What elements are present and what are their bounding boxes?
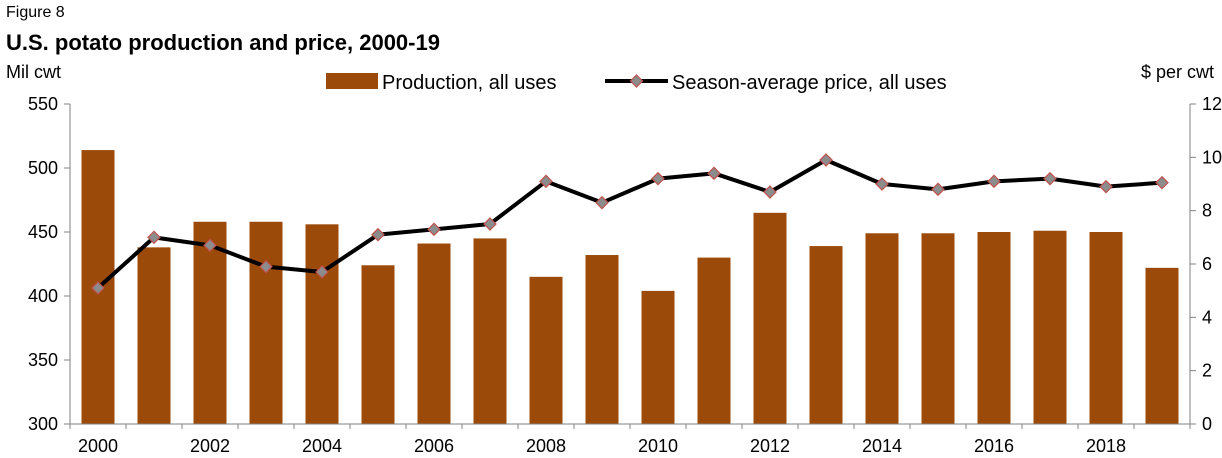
production-bar (865, 233, 899, 424)
right-tick-label: 4 (1202, 307, 1212, 327)
production-bar (137, 247, 171, 424)
production-bar (361, 265, 395, 424)
production-bar (417, 243, 451, 424)
chart-title: U.S. potato production and price, 2000-1… (6, 30, 440, 55)
price-point-marker (315, 265, 329, 279)
right-tick-label: 6 (1202, 254, 1212, 274)
x-tick-label: 2016 (974, 436, 1014, 456)
production-bar (809, 246, 843, 424)
left-axis-unit: Mil cwt (6, 62, 61, 82)
left-tick-label: 550 (28, 94, 58, 114)
price-point-marker (371, 227, 385, 242)
production-bar (921, 233, 955, 424)
price-point-marker (1155, 175, 1169, 190)
price-point-marker (595, 195, 609, 210)
x-tick-label: 2012 (750, 436, 790, 456)
price-point-marker (763, 185, 777, 199)
x-tick-label: 2002 (190, 436, 230, 456)
price-series-line (96, 158, 1163, 290)
legend-production-swatch (326, 73, 378, 89)
production-bar (305, 224, 339, 424)
price-point-marker (483, 217, 497, 231)
price-point-marker (819, 153, 833, 167)
production-bar (1089, 232, 1123, 424)
price-point-marker (147, 230, 161, 245)
x-tick-label: 2010 (638, 436, 678, 456)
right-axis-unit: $ per cwt (1140, 62, 1214, 82)
price-point-marker (203, 238, 217, 253)
price-point-marker (91, 281, 105, 295)
production-bar (1033, 230, 1067, 424)
x-tick-label: 2014 (862, 436, 902, 456)
legend-price-label: Season-average price, all uses (672, 72, 947, 94)
right-tick-label: 12 (1202, 94, 1222, 114)
figure-label: Figure 8 (6, 4, 65, 21)
left-tick-label: 300 (28, 414, 58, 434)
legend-production-label: Production, all uses (382, 72, 557, 94)
price-line (91, 153, 1169, 295)
production-bar (473, 238, 507, 424)
left-tick-label: 450 (28, 222, 58, 242)
x-tick-label: 2008 (526, 436, 566, 456)
price-point-marker (1099, 179, 1113, 194)
production-bar (977, 232, 1011, 424)
price-point-marker (1043, 171, 1057, 186)
price-point-marker (539, 174, 553, 189)
production-bars (81, 150, 1179, 424)
price-point-marker (987, 174, 1001, 189)
right-tick-label: 10 (1202, 147, 1222, 167)
production-bar (585, 255, 619, 424)
price-point-marker (931, 182, 945, 197)
production-bar (753, 212, 787, 424)
legend-price-marker (629, 74, 644, 88)
left-tick-label: 350 (28, 350, 58, 370)
x-tick-label: 2018 (1086, 436, 1126, 456)
left-tick-label: 500 (28, 158, 58, 178)
production-bar (249, 221, 283, 424)
production-bar (193, 221, 227, 424)
right-tick-label: 2 (1202, 361, 1212, 381)
price-point-marker (707, 166, 721, 181)
production-bar (1145, 267, 1179, 424)
production-bar (529, 276, 563, 424)
x-tick-label: 2000 (78, 436, 118, 456)
price-point-marker (259, 259, 273, 274)
production-bar (641, 290, 675, 424)
production-bar (697, 257, 731, 424)
chart-legend: Production, all uses Season-average price… (326, 72, 947, 94)
left-tick-label: 400 (28, 286, 58, 306)
chart-axes: 300 350 400 450 500 550 0 2 4 6 8 10 12 2000 2002 2004 2… (28, 94, 1222, 456)
right-tick-label: 0 (1202, 414, 1212, 434)
price-point-marker (875, 177, 889, 191)
x-tick-label: 2004 (302, 436, 342, 456)
price-point-marker (651, 171, 665, 186)
right-tick-label: 8 (1202, 201, 1212, 221)
x-tick-label: 2006 (414, 436, 454, 456)
price-point-marker (427, 222, 441, 237)
